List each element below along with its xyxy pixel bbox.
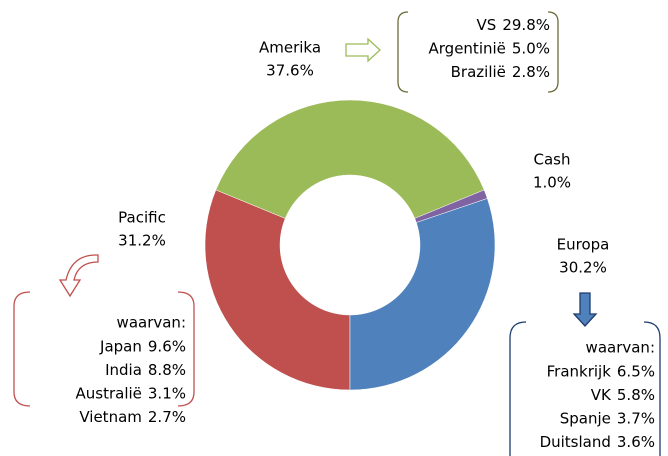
item-value: 9.6%	[148, 337, 186, 355]
bracket	[509, 321, 527, 456]
category-label: Europa	[557, 236, 610, 254]
bracket	[13, 291, 31, 407]
item-name: Frankrijk	[547, 362, 612, 380]
value-label: 31.2%	[118, 232, 166, 250]
category-label: Pacific	[118, 209, 166, 227]
item-name: Australië	[76, 384, 142, 402]
item-name: Spanje	[560, 409, 611, 427]
item-value: 6.5%	[617, 362, 655, 380]
breakdown-item: Brazilië 2.8%	[451, 63, 550, 81]
donut-segment	[204, 189, 351, 391]
value-label: 1.0%	[533, 174, 571, 192]
bracket	[397, 11, 409, 93]
item-name: VS	[477, 16, 497, 34]
breakdown-item: Australië 3.1%	[76, 384, 187, 402]
breakdown-item: Vietnam 2.7%	[79, 408, 186, 426]
breakdown-item: VK 5.8%	[591, 386, 655, 404]
item-name: Argentinië	[429, 39, 506, 57]
bracket	[643, 321, 661, 456]
item-name: Japan	[99, 337, 142, 355]
item-value: 3.1%	[148, 384, 186, 402]
item-name: Brazilië	[451, 63, 506, 81]
item-value: 5.0%	[512, 39, 550, 57]
donut-segment	[215, 99, 485, 219]
bracket	[177, 291, 195, 407]
item-name: Vietnam	[79, 408, 142, 426]
bracket	[547, 11, 559, 93]
value-label: 30.2%	[559, 259, 607, 277]
item-name: Duitsland	[540, 433, 611, 451]
category-label: Cash	[534, 151, 571, 169]
breakdown-item: VS 29.8%	[477, 16, 550, 34]
breakdown-item: Argentinië 5.0%	[429, 39, 550, 57]
item-value: 8.8%	[148, 361, 186, 379]
donut-segment	[349, 198, 496, 391]
arrow	[572, 292, 598, 327]
item-name: VK	[591, 386, 612, 404]
arrow	[58, 254, 99, 298]
item-value: 2.7%	[148, 408, 186, 426]
breakdown-item: India 8.8%	[105, 361, 186, 379]
breakdown-item: Frankrijk 6.5%	[547, 362, 655, 380]
arrow	[345, 37, 381, 63]
breakdown-item: Duitsland 3.6%	[540, 433, 655, 451]
breakdown-header: waarvan:	[586, 339, 655, 357]
item-value: 2.8%	[512, 63, 550, 81]
item-value: 29.8%	[502, 16, 550, 34]
item-value: 5.8%	[617, 386, 655, 404]
category-label: Amerika	[259, 39, 321, 57]
breakdown-item: Japan 9.6%	[99, 337, 186, 355]
item-name: India	[105, 361, 142, 379]
breakdown-header: waarvan:	[117, 314, 186, 332]
value-label: 37.6%	[266, 62, 314, 80]
decorations	[13, 11, 661, 456]
breakdown-item: Spanje 3.7%	[560, 409, 655, 427]
item-value: 3.7%	[617, 409, 655, 427]
item-value: 3.6%	[617, 433, 655, 451]
